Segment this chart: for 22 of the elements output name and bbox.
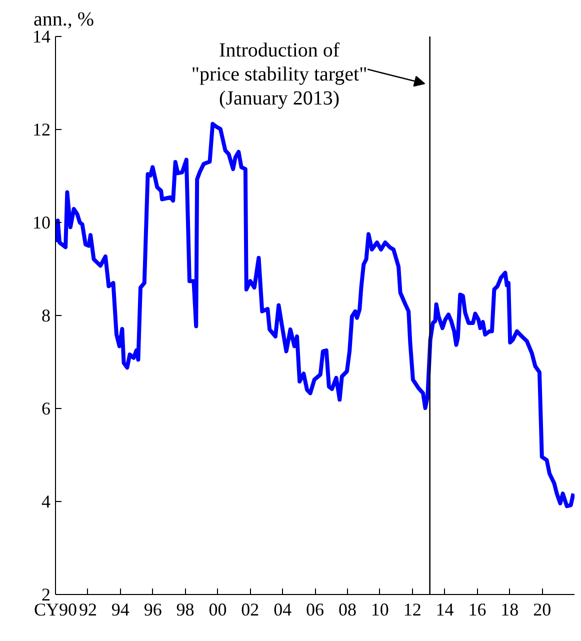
x-tick-label: 10 <box>370 600 389 620</box>
x-tick-label: 14 <box>436 600 454 620</box>
x-tick-label: 18 <box>500 600 519 620</box>
x-tick-label: 08 <box>338 600 356 620</box>
x-tick-label: 00 <box>208 600 227 620</box>
x-tick-label: 16 <box>468 600 486 620</box>
y-tick-label: 8 <box>42 306 50 326</box>
x-tick-label: 02 <box>241 600 260 620</box>
x-tick-label: 06 <box>306 600 324 620</box>
x-tick-label: 98 <box>176 600 194 620</box>
y-tick-label: 12 <box>32 120 50 140</box>
x-tick-label: 12 <box>403 600 422 620</box>
x-tick-label: 04 <box>274 600 292 620</box>
y-tick-label: 10 <box>32 212 50 232</box>
x-tick-label: 96 <box>144 600 162 620</box>
ref-line-label: Introduction of "price stability target" (January 2013) <box>191 39 368 110</box>
y-tick-label: 4 <box>42 492 50 512</box>
line-series <box>56 122 574 508</box>
x-tick-label: 20 <box>533 600 552 620</box>
x-tick-label: 92 <box>78 600 97 620</box>
x-tick-label: 94 <box>111 600 130 620</box>
y-tick-label: 6 <box>42 398 50 418</box>
